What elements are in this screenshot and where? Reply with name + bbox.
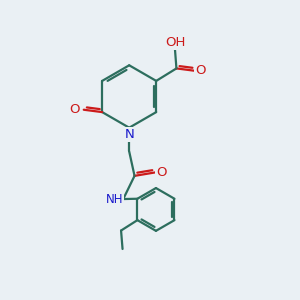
- Text: NH: NH: [106, 193, 123, 206]
- Text: O: O: [195, 64, 206, 77]
- Text: O: O: [70, 103, 80, 116]
- Text: N: N: [124, 128, 134, 141]
- Text: O: O: [156, 166, 166, 179]
- Text: OH: OH: [165, 36, 185, 49]
